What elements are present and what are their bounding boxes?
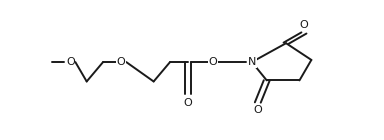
Text: O: O [209,57,218,67]
Text: N: N [248,57,256,67]
Text: O: O [253,105,262,115]
Text: O: O [300,20,308,30]
Text: O: O [66,57,75,67]
Text: O: O [116,57,125,67]
Text: O: O [184,98,192,108]
